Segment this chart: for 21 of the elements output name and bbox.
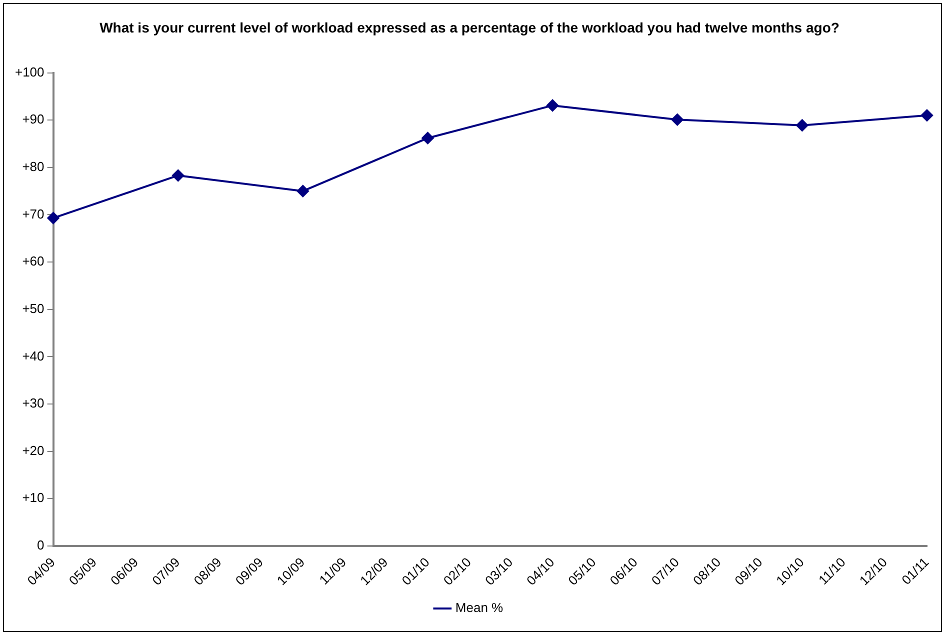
y-tick-label: +40 [22, 348, 44, 364]
point [172, 169, 184, 182]
legend-label: Mean % [455, 600, 504, 616]
y-tick-label: +60 [22, 254, 44, 269]
chart-title: What is your current level of workload expressed as a percentage of the workload you had twelve months ago? [100, 19, 840, 36]
point [296, 185, 309, 198]
y-tick-label: +10 [22, 490, 44, 506]
y-tick-label: +80 [22, 159, 44, 174]
y-tick-label: +70 [22, 206, 44, 222]
point [546, 99, 559, 112]
point [422, 132, 434, 144]
point [920, 109, 933, 122]
y-tick-label: +30 [22, 396, 44, 411]
y-tick-label: 0 [37, 538, 44, 553]
y-tick-label: +90 [22, 112, 44, 127]
point [671, 114, 684, 126]
point [47, 212, 60, 224]
y-tick-label: +100 [14, 64, 44, 80]
y-tick-label: +20 [22, 442, 44, 458]
point [796, 119, 808, 132]
y-tick-label: +50 [22, 300, 44, 316]
